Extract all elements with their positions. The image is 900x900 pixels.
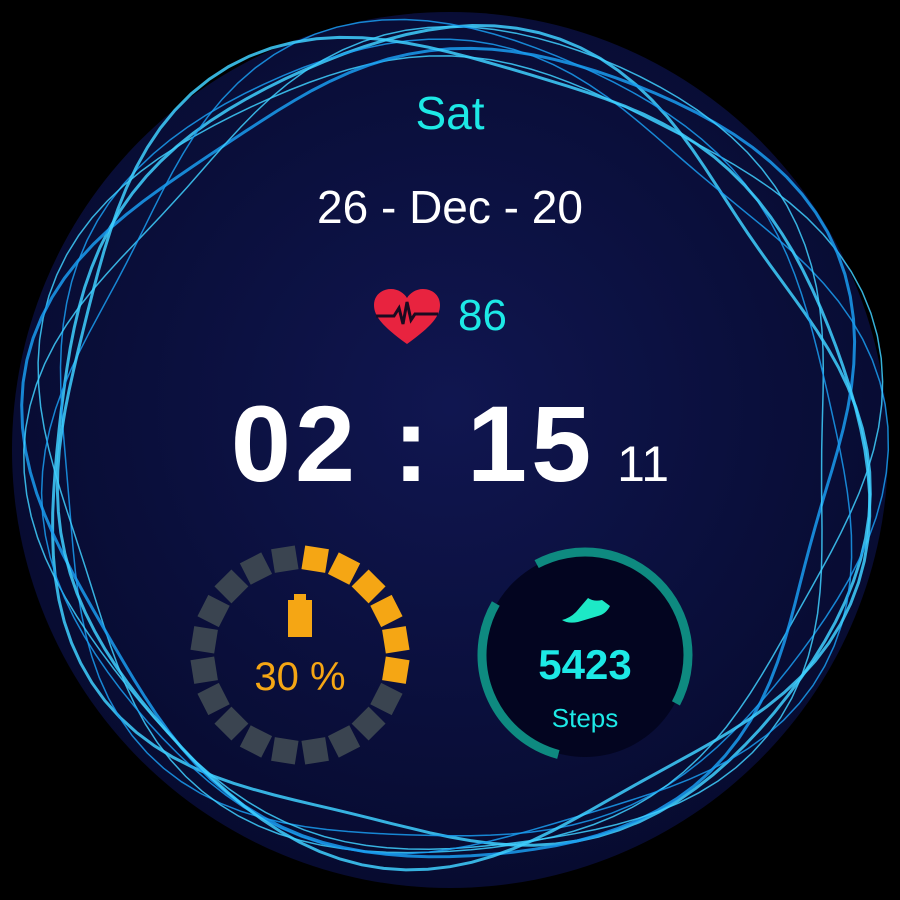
glow-rings	[20, 18, 890, 872]
battery-segment	[301, 545, 329, 573]
battery-segment	[370, 682, 403, 716]
glow-ring-line	[40, 18, 853, 855]
battery-segment	[190, 626, 218, 654]
battery-segment	[301, 737, 329, 765]
date: 26 - Dec - 20	[317, 181, 583, 233]
battery-segment	[370, 594, 403, 628]
battery-segment	[239, 725, 273, 758]
day-of-week: Sat	[415, 87, 485, 139]
steps-progress-arc	[534, 547, 693, 706]
battery-percent: 30 %	[254, 655, 346, 699]
shoe-icon	[562, 598, 610, 623]
heart-rate-value: 86	[458, 291, 507, 340]
battery-segment	[271, 737, 299, 765]
steps-dial	[483, 553, 687, 757]
battery-segment	[327, 725, 361, 758]
heart-rate-icon	[374, 289, 440, 344]
glow-ring-line	[37, 55, 884, 854]
battery-segment	[197, 682, 230, 716]
steps-progress-arc	[477, 601, 560, 759]
glow-ring-line	[59, 38, 890, 837]
time-row: 02 : 15 11	[0, 383, 900, 504]
seconds: 11	[617, 436, 670, 492]
glow-ring-line	[55, 35, 872, 872]
battery-segment	[327, 552, 361, 585]
battery-segment	[190, 656, 218, 684]
battery-icon-tip	[294, 594, 306, 601]
battery-segment	[382, 626, 410, 654]
steps-ring	[477, 547, 693, 759]
time: 02 : 15	[230, 383, 596, 504]
glow-ring-line	[23, 25, 825, 850]
battery-segment	[239, 552, 273, 585]
battery-segment	[271, 545, 299, 573]
battery-icon	[288, 600, 312, 637]
glow-ring-line	[20, 46, 857, 859]
battery-segment	[197, 594, 230, 628]
battery-segment	[382, 656, 410, 684]
steps-count: 5423	[538, 641, 632, 688]
steps-label: Steps	[551, 703, 619, 733]
